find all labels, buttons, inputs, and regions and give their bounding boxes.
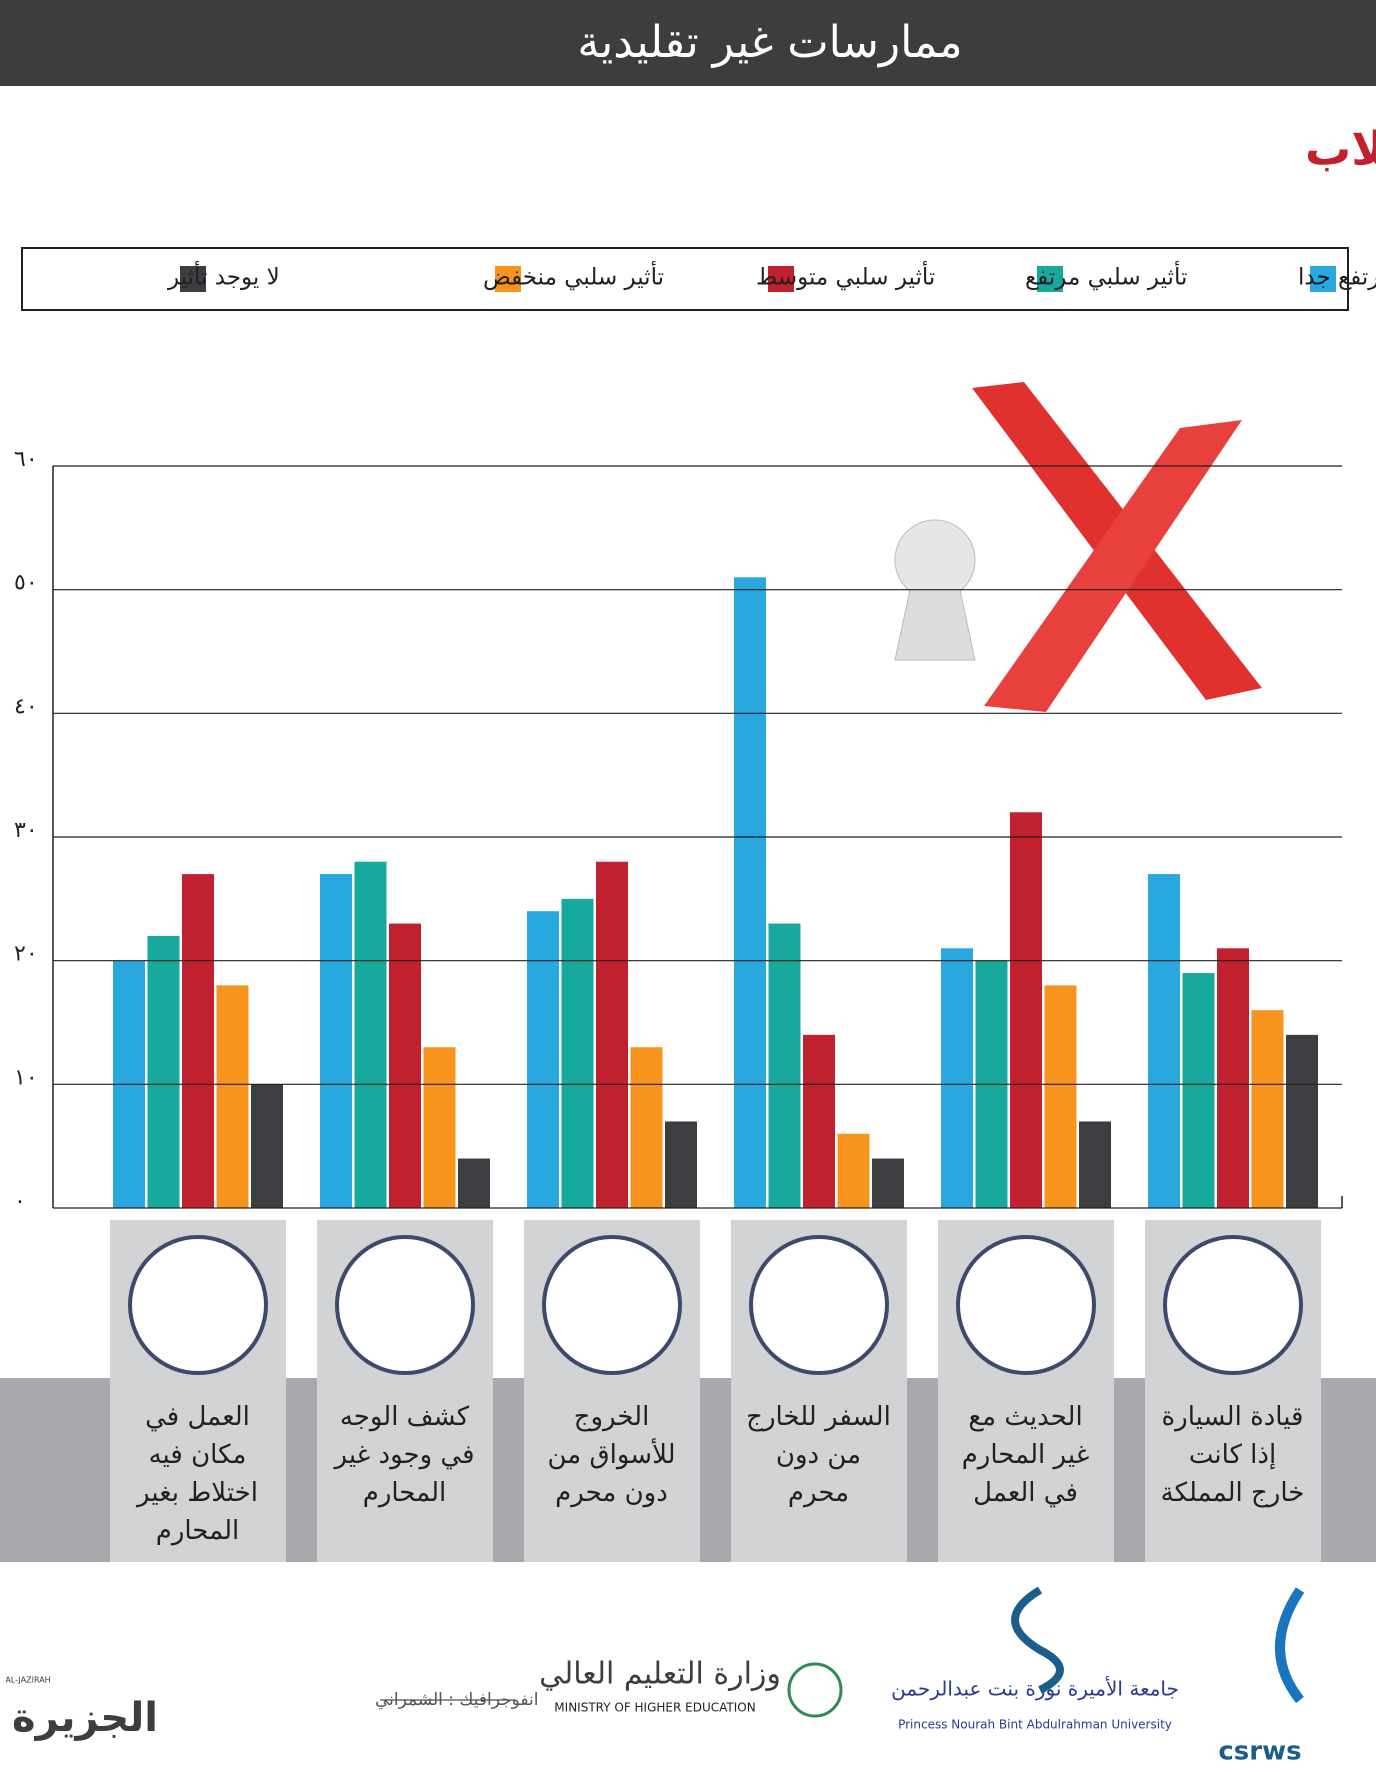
y-tick-label: ٥٠ — [14, 571, 38, 596]
header-bar — [0, 0, 1376, 86]
bar — [1010, 812, 1042, 1208]
category-icon — [542, 1235, 682, 1375]
chart-title: الممارسات غير التقليدية للمرأة من وجهة ن… — [1305, 119, 1376, 176]
credit: انفوجرافيك : الشمراني — [375, 1690, 538, 1710]
x-tick-label: العمل في مكان فيه اختلاط بغير المحارم — [137, 1402, 258, 1546]
legend-label: لا يوجد تأثير — [167, 261, 280, 291]
bar — [216, 985, 249, 1208]
legend-label: تأثير سلبي منخفض — [483, 261, 664, 291]
bar — [458, 1158, 490, 1208]
bar — [561, 898, 594, 1208]
y-tick-label: ٠ — [14, 1189, 26, 1214]
bar — [182, 874, 214, 1208]
bar — [803, 1034, 835, 1208]
newspaper-en: AL-JAZIRAH — [5, 1676, 50, 1685]
bar — [1079, 1121, 1111, 1208]
bar — [1217, 948, 1249, 1208]
bar — [1148, 874, 1180, 1208]
university-logo: جامعة الأميرة نورة بنت عبدالرحمن — [891, 1677, 1179, 1701]
category-icon — [128, 1235, 268, 1375]
y-tick-label: ٣٠ — [14, 818, 38, 843]
legend-swatch — [1037, 266, 1063, 292]
x-tick-label: قيادة السيارة إذا كانت خارج المملكة — [1160, 1402, 1305, 1508]
center-logo: csrws — [1218, 1737, 1301, 1767]
y-tick-label: ٢٠ — [14, 942, 38, 967]
decor-x — [894, 382, 1262, 712]
bar — [527, 911, 559, 1208]
bar — [1182, 973, 1215, 1208]
legend-label: تأثير سلبي مرتفع جدا — [1298, 261, 1376, 291]
bar — [1044, 985, 1077, 1208]
header: ممارسات غير تقليدية — [577, 17, 962, 68]
bar — [1286, 1034, 1318, 1208]
x-tick-label: الخروج للأسواق من دون محرم — [547, 1402, 676, 1508]
ministry-emblem — [787, 1662, 843, 1718]
bar — [320, 874, 352, 1208]
category-icon — [749, 1235, 889, 1375]
legend-box — [21, 247, 1349, 311]
bar — [768, 923, 801, 1208]
bar — [941, 948, 973, 1208]
bar — [596, 861, 628, 1208]
bar — [354, 861, 387, 1208]
category-icon — [1163, 1235, 1303, 1375]
ministry-en: MINISTRY OF HIGHER EDUCATION — [554, 1701, 755, 1715]
university-en: Princess Nourah Bint Abdulrahman Univers… — [898, 1718, 1172, 1732]
x-tick-label: كشف الوجه في وجود غير المحارم — [334, 1402, 475, 1508]
category-icon — [335, 1235, 475, 1375]
y-tick-label: ٤٠ — [14, 694, 38, 719]
legend-swatch — [1310, 266, 1336, 292]
bar — [389, 923, 421, 1208]
university-emblem — [1011, 1586, 1064, 1694]
legend-swatch — [495, 266, 521, 292]
legend-swatch — [768, 266, 794, 292]
bar — [423, 1047, 456, 1208]
bar — [630, 1047, 663, 1208]
bar — [147, 935, 180, 1208]
y-tick-label: ١٠ — [14, 1065, 38, 1090]
x-tick-label: السفر للخارج من دون محرم — [746, 1402, 891, 1508]
legend-swatch — [180, 266, 206, 292]
bar — [665, 1121, 697, 1208]
newspaper-logo: الجزيرة — [12, 1695, 158, 1741]
center-emblem — [1275, 1587, 1305, 1704]
bar — [734, 577, 766, 1208]
x-tick-label: الحديث مع غير المحارم في العمل — [961, 1402, 1090, 1508]
y-tick-label: ٦٠ — [14, 447, 38, 472]
legend-label: تأثير سلبي متوسط — [756, 261, 935, 291]
bar — [837, 1133, 870, 1208]
bar — [251, 1084, 283, 1208]
ministry-logo: وزارة التعليم العالي — [539, 1657, 781, 1692]
bar — [872, 1158, 904, 1208]
category-icon — [956, 1235, 1096, 1375]
legend-label: تأثير سلبي مرتفع — [1025, 261, 1187, 291]
bar — [1251, 1010, 1284, 1208]
